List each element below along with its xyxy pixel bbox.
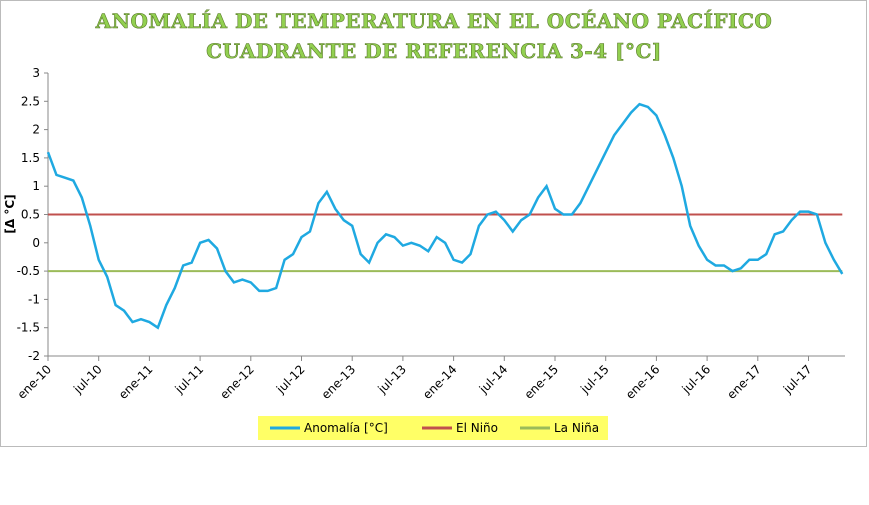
chart-border: [0, 0, 867, 447]
legend-label: Anomalía [°C]: [304, 421, 388, 435]
y-tick-label: -2: [28, 349, 40, 363]
y-tick-label: 1: [32, 179, 40, 193]
y-tick-label: 3: [32, 66, 40, 80]
y-tick-label: -1: [28, 292, 40, 306]
legend-label: El Niño: [456, 421, 498, 435]
y-tick-label: -1.5: [17, 321, 40, 335]
chart-subtitle: CUADRANTE DE REFERENCIA 3-4 [°C]: [206, 39, 662, 63]
y-tick-label: 1.5: [21, 151, 40, 165]
data-line: [46, 102, 844, 330]
y-tick-label: 0: [32, 236, 40, 250]
y-tick-label: -0.5: [17, 264, 40, 278]
y-tick-label: 0.5: [21, 208, 40, 222]
chart-title: ANOMALÍA DE TEMPERATURA EN EL OCÉANO PAC…: [95, 9, 773, 33]
legend-label: La Niña: [554, 421, 599, 435]
y-tick-label: 2: [32, 123, 40, 137]
y-tick-label: 2.5: [21, 94, 40, 108]
y-axis-label: [Δ °C]: [3, 194, 17, 233]
